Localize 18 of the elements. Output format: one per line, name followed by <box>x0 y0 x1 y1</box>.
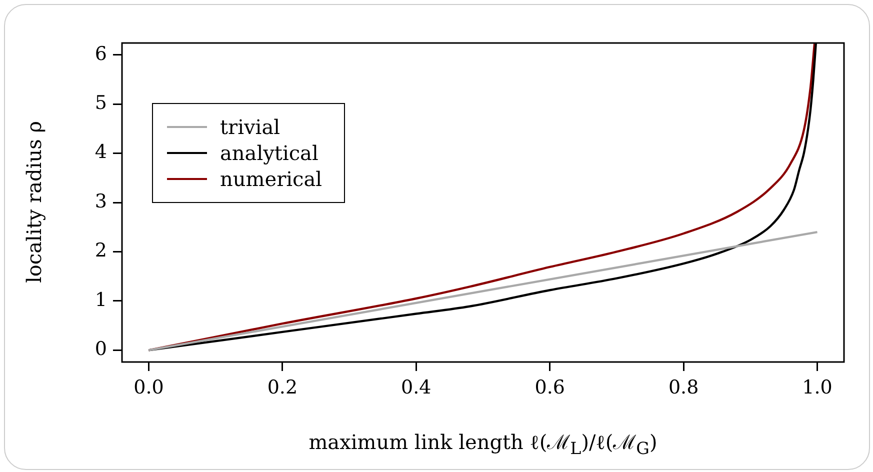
x-tick-label: 0.6 <box>534 376 565 398</box>
x-tick-label: 1.0 <box>802 376 832 398</box>
y-tick-label: 1 <box>94 288 107 311</box>
y-tick-label: 2 <box>94 240 107 262</box>
x-tick-label: 0.0 <box>134 376 164 398</box>
legend-label: trivial <box>220 114 280 140</box>
y-tick-label: 5 <box>94 92 107 114</box>
y-tick-label: 0 <box>94 338 107 360</box>
y-axis-title: locality radius ρ <box>22 121 46 283</box>
legend-label: numerical <box>220 166 322 192</box>
x-tick-label: 0.8 <box>668 376 699 398</box>
legend-label: analytical <box>220 140 318 166</box>
x-axis-title: maximum link length ℓ(ℳ$_{L}$)/ℓ(ℳ$_{G}$) <box>308 429 658 458</box>
x-tick-label: 0.4 <box>401 376 432 398</box>
y-tick-label: 6 <box>94 42 107 65</box>
y-tick-label: 3 <box>94 190 107 212</box>
y-tick-label: 4 <box>94 141 107 164</box>
x-tick-label: 0.2 <box>267 376 298 398</box>
